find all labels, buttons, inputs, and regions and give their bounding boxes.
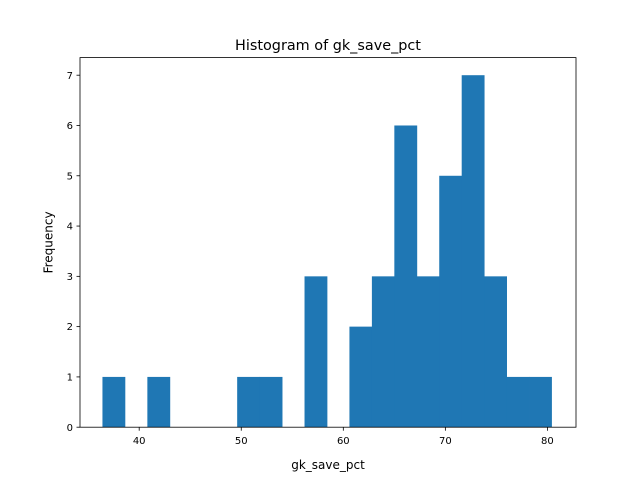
histogram-bar: [371, 276, 395, 428]
histogram-bar: [439, 175, 463, 428]
histogram-bar: [394, 125, 418, 428]
chart-title: Histogram of gk_save_pct: [235, 38, 421, 54]
y-tick-label: 5: [67, 171, 73, 182]
x-tick-label: 60: [337, 436, 350, 447]
histogram-bar: [461, 75, 485, 428]
histogram-bar: [259, 376, 283, 428]
histogram-bar: [102, 376, 126, 428]
y-tick-label: 7: [67, 71, 73, 82]
histogram-bar: [416, 276, 440, 428]
histogram-bar: [506, 376, 530, 428]
histogram-bar: [237, 376, 261, 428]
y-tick-label: 3: [67, 272, 73, 283]
x-tick-label: 40: [133, 436, 146, 447]
y-tick-label: 0: [67, 423, 73, 434]
y-tick-label: 6: [67, 121, 73, 132]
y-tick-label: 4: [67, 222, 73, 233]
histogram-bar: [349, 326, 373, 428]
y-tick-label: 1: [67, 373, 73, 384]
x-tick-label: 50: [235, 436, 248, 447]
y-axis-label: Frequency: [42, 211, 56, 273]
axes-frame: [79, 57, 577, 428]
histogram-bar: [529, 376, 552, 428]
x-axis-label: gk_save_pct: [291, 458, 365, 472]
y-tick-label: 2: [67, 322, 73, 333]
histogram-bar: [484, 276, 508, 428]
x-tick-label: 70: [439, 436, 452, 447]
x-tick-label: 80: [541, 436, 554, 447]
histogram-bar: [304, 276, 328, 428]
histogram-bar: [147, 376, 171, 428]
